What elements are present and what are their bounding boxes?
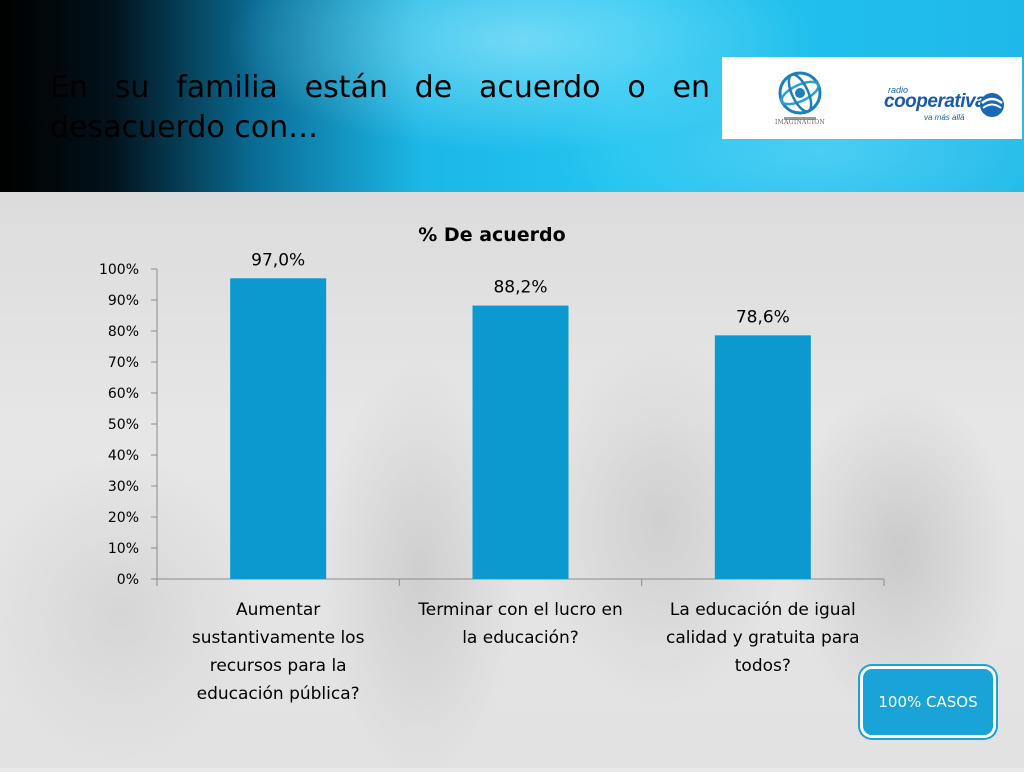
cooperativa-ball-icon bbox=[980, 93, 1004, 117]
y-tick-label: 20% bbox=[108, 510, 139, 526]
cooperativa-radio-text: radio bbox=[888, 85, 909, 95]
y-tick-label: 30% bbox=[108, 479, 139, 495]
y-tick-label: 50% bbox=[108, 417, 139, 433]
category-label: Terminar con el lucro en la educación? bbox=[417, 600, 623, 648]
data-label: 97,0% bbox=[251, 250, 305, 270]
chart-area: % De acuerdo 0% 10% 20% 30% 40% 50% 60% 70% 80% 90… bbox=[0, 192, 1024, 768]
category-label-line: Aumentar bbox=[236, 600, 320, 620]
y-tick-label: 70% bbox=[108, 355, 139, 371]
cases-badge-label: 100% CASOS bbox=[878, 693, 978, 711]
category-label-line: La educación de igual bbox=[670, 600, 856, 620]
category-label-line: sustantivamente los bbox=[192, 628, 365, 648]
y-tick-label: 0% bbox=[117, 572, 139, 588]
cooperativa-name-text: cooperativa bbox=[884, 91, 986, 112]
header-banner: En su familia están de acuerdo o en desa… bbox=[0, 0, 1024, 192]
category-label-line: Terminar con el lucro en bbox=[417, 600, 623, 620]
category-label-line: todos? bbox=[735, 656, 791, 676]
logos-panel: IMAGINACION radio cooperativa va más all… bbox=[722, 57, 1022, 139]
category-label-line: educación pública? bbox=[197, 684, 360, 704]
cooperativa-tagline: va más allá bbox=[924, 113, 965, 122]
y-tick-label: 40% bbox=[108, 448, 139, 464]
category-label: Aumentar sustantivamente los recursos para… bbox=[192, 600, 365, 704]
chart-title: % De acuerdo bbox=[418, 224, 565, 246]
bar bbox=[472, 305, 569, 579]
y-tick-label: 80% bbox=[108, 324, 139, 340]
data-label: 88,2% bbox=[493, 278, 547, 298]
bar bbox=[230, 278, 327, 579]
imaginacion-logo-text: IMAGINACION bbox=[774, 119, 826, 126]
category-label-line: recursos para la bbox=[210, 656, 347, 676]
slide-title: En su familia están de acuerdo o en desa… bbox=[50, 70, 710, 145]
y-tick-label: 10% bbox=[108, 541, 139, 557]
cooperativa-logo: radio cooperativa va más allá bbox=[880, 83, 1010, 123]
category-label-line: calidad y gratuita para bbox=[666, 628, 860, 648]
cases-badge: 100% CASOS bbox=[860, 666, 996, 738]
y-tick-label: 90% bbox=[108, 293, 139, 309]
data-label: 78,6% bbox=[736, 307, 790, 327]
category-label-line: la educación? bbox=[462, 628, 579, 648]
bar bbox=[714, 335, 811, 579]
y-tick-label: 60% bbox=[108, 386, 139, 402]
category-label: La educación de igual calidad y gratuita … bbox=[666, 600, 860, 676]
bar-chart: % De acuerdo 0% 10% 20% 30% 40% 50% 60% 70% 80% 90… bbox=[99, 224, 885, 704]
y-tick-label: 100% bbox=[99, 262, 139, 278]
imaginacion-globe-logo bbox=[778, 71, 822, 120]
